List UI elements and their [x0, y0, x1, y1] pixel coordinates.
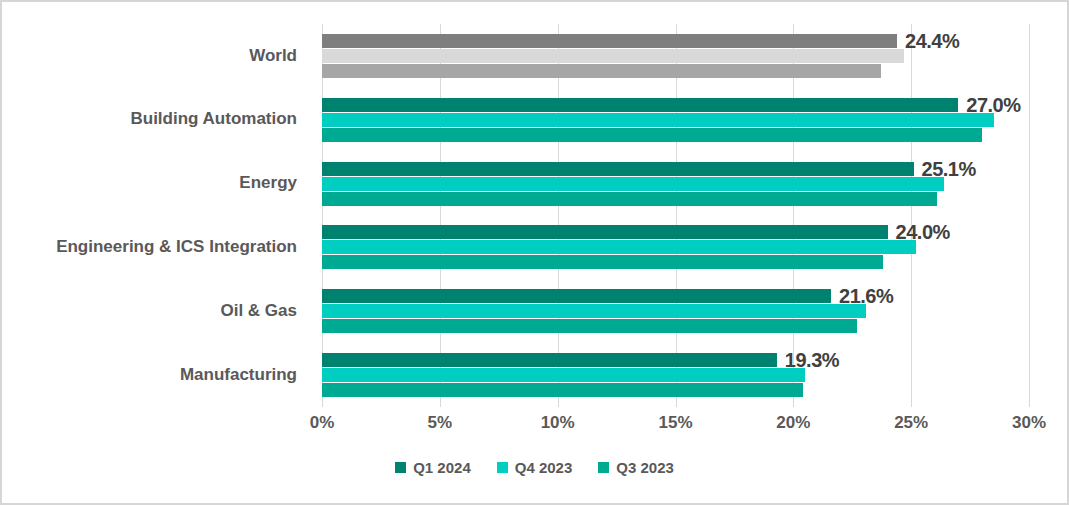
category-row: 25.1%: [322, 152, 1029, 216]
bar: [322, 240, 916, 254]
x-tick-label: 30%: [1012, 413, 1046, 433]
bar: [322, 225, 888, 239]
x-tick-label: 15%: [658, 413, 692, 433]
x-tick-label: 20%: [776, 413, 810, 433]
legend-item: Q3 2023: [598, 459, 674, 476]
legend-swatch-icon: [497, 462, 508, 473]
bar: [322, 177, 944, 191]
value-axis: 0%5%10%15%20%25%30%: [322, 407, 1029, 437]
x-tick-label: 10%: [541, 413, 575, 433]
barline: [322, 383, 1029, 397]
bar: [322, 162, 914, 176]
category-row: 24.0%: [322, 215, 1029, 279]
legend-item: Q1 2024: [395, 459, 471, 476]
category-label: Manufacturing: [2, 343, 310, 407]
category-row: 19.3%: [322, 343, 1029, 407]
legend-label: Q4 2023: [515, 459, 573, 476]
barline: [322, 240, 1029, 254]
category-label: Energy: [2, 152, 310, 216]
bar: [322, 34, 897, 48]
data-label: 24.4%: [905, 34, 959, 48]
plot-area: 24.4% 27.0% 25.1% 24.0% 21.6% 19.3%: [322, 24, 1029, 407]
bar: [322, 304, 866, 318]
legend-label: Q1 2024: [413, 459, 471, 476]
barline: 24.0%: [322, 225, 1029, 239]
bar: [322, 383, 803, 397]
bar: [322, 353, 777, 367]
category-row: 21.6%: [322, 279, 1029, 343]
bar: [322, 255, 883, 269]
x-tick-label: 0%: [310, 413, 335, 433]
bar: [322, 368, 805, 382]
barline: 21.6%: [322, 289, 1029, 303]
category-row: 27.0%: [322, 88, 1029, 152]
barline: [322, 319, 1029, 333]
bar: [322, 192, 937, 206]
barline: 19.3%: [322, 353, 1029, 367]
barline: [322, 177, 1029, 191]
legend-swatch-icon: [395, 462, 406, 473]
barline: 24.4%: [322, 34, 1029, 48]
data-label: 21.6%: [839, 289, 893, 303]
category-label: Oil & Gas: [2, 279, 310, 343]
bar: [322, 319, 857, 333]
barline: 25.1%: [322, 162, 1029, 176]
data-label: 24.0%: [896, 225, 950, 239]
category-axis: WorldBuilding AutomationEnergyEngineerin…: [2, 24, 310, 407]
legend: Q1 2024 Q4 2023 Q3 2023: [2, 456, 1067, 478]
x-tick-label: 25%: [894, 413, 928, 433]
legend-swatch-icon: [598, 462, 609, 473]
category-row: 24.4%: [322, 24, 1029, 88]
barline: [322, 368, 1029, 382]
data-label: 19.3%: [785, 353, 839, 367]
gridline: [1029, 24, 1030, 407]
bar: [322, 49, 904, 63]
category-label: Building Automation: [2, 88, 310, 152]
barline: [322, 64, 1029, 78]
bar: [322, 113, 994, 127]
legend-item: Q4 2023: [497, 459, 573, 476]
bar-chart: 24.4% 27.0% 25.1% 24.0% 21.6% 19.3% WorldBuil…: [0, 0, 1069, 505]
barline: [322, 128, 1029, 142]
category-label: World: [2, 24, 310, 88]
legend-label: Q3 2023: [616, 459, 674, 476]
bar-rows: 24.4% 27.0% 25.1% 24.0% 21.6% 19.3%: [322, 24, 1029, 407]
bar: [322, 289, 831, 303]
data-label: 25.1%: [922, 162, 976, 176]
data-label: 27.0%: [966, 98, 1020, 112]
barline: [322, 49, 1029, 63]
bar: [322, 64, 881, 78]
barline: [322, 113, 1029, 127]
x-tick-label: 5%: [428, 413, 453, 433]
barline: [322, 304, 1029, 318]
category-label: Engineering & ICS Integration: [2, 215, 310, 279]
barline: [322, 255, 1029, 269]
bar: [322, 128, 982, 142]
barline: [322, 192, 1029, 206]
barline: 27.0%: [322, 98, 1029, 112]
bar: [322, 98, 958, 112]
